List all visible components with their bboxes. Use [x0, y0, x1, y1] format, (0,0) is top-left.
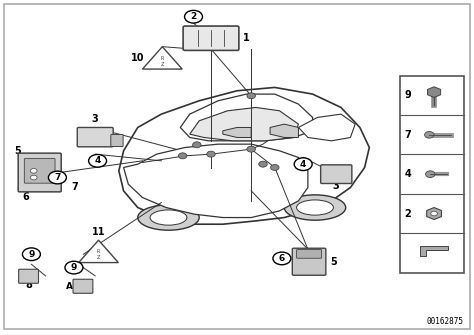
Ellipse shape [284, 195, 346, 220]
Text: 4: 4 [300, 160, 306, 169]
Polygon shape [190, 108, 299, 141]
FancyBboxPatch shape [24, 158, 55, 183]
Circle shape [247, 93, 255, 99]
Polygon shape [420, 246, 448, 256]
Text: 6: 6 [22, 192, 29, 202]
Text: 2: 2 [191, 12, 197, 21]
Polygon shape [180, 94, 313, 141]
Polygon shape [223, 127, 251, 137]
Text: 3: 3 [333, 181, 340, 191]
Ellipse shape [150, 210, 187, 225]
Text: 11: 11 [92, 227, 105, 237]
Text: 5: 5 [330, 257, 337, 267]
Circle shape [294, 158, 312, 171]
Circle shape [30, 175, 37, 180]
Circle shape [259, 161, 267, 167]
Text: 4: 4 [404, 169, 411, 179]
FancyBboxPatch shape [183, 26, 239, 50]
Circle shape [426, 171, 435, 178]
Circle shape [30, 169, 37, 173]
FancyBboxPatch shape [297, 250, 321, 258]
Text: 4: 4 [94, 156, 101, 165]
FancyBboxPatch shape [292, 248, 326, 275]
Text: 00162875: 00162875 [427, 317, 464, 326]
Polygon shape [270, 124, 299, 137]
Circle shape [273, 252, 291, 265]
FancyBboxPatch shape [18, 153, 61, 192]
Ellipse shape [138, 205, 199, 230]
Polygon shape [79, 240, 118, 263]
Circle shape [192, 142, 201, 148]
Polygon shape [143, 47, 182, 69]
FancyBboxPatch shape [73, 279, 93, 293]
Circle shape [247, 146, 255, 152]
Polygon shape [124, 144, 308, 217]
Text: 9: 9 [71, 263, 77, 272]
Polygon shape [299, 114, 355, 141]
Text: 7: 7 [54, 173, 61, 182]
FancyBboxPatch shape [111, 134, 123, 146]
Text: 7: 7 [72, 182, 78, 192]
Circle shape [184, 10, 202, 23]
Text: 1: 1 [243, 33, 249, 43]
Circle shape [48, 171, 66, 184]
FancyBboxPatch shape [400, 76, 464, 273]
FancyBboxPatch shape [320, 165, 352, 184]
Circle shape [178, 153, 187, 159]
Text: R
Z: R Z [97, 250, 100, 260]
Ellipse shape [297, 200, 333, 215]
Circle shape [431, 211, 438, 216]
Text: 2: 2 [404, 209, 411, 218]
Circle shape [89, 154, 107, 167]
Text: 10: 10 [131, 53, 144, 63]
Text: A: A [66, 282, 73, 291]
Text: 7: 7 [404, 130, 411, 140]
Text: 9: 9 [28, 250, 35, 259]
Text: 6: 6 [279, 254, 285, 263]
FancyBboxPatch shape [77, 127, 113, 147]
Text: 3: 3 [92, 115, 99, 125]
Text: 8: 8 [25, 280, 32, 289]
Circle shape [271, 164, 279, 171]
Text: 9: 9 [404, 90, 411, 100]
Circle shape [65, 261, 83, 274]
Circle shape [22, 248, 40, 261]
Text: 5: 5 [14, 146, 21, 156]
Polygon shape [119, 87, 369, 224]
Text: R
Z: R Z [161, 56, 164, 67]
Circle shape [207, 151, 215, 157]
Circle shape [425, 131, 434, 138]
FancyBboxPatch shape [18, 269, 38, 283]
